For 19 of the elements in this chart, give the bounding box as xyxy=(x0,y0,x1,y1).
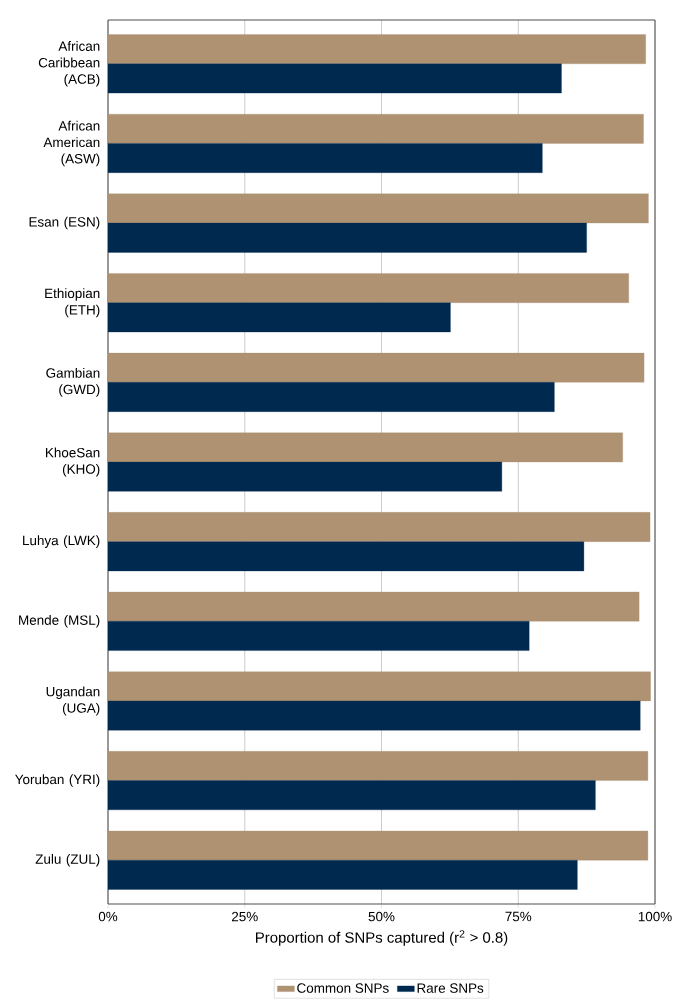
y-tick-label: Luhya (LWK) xyxy=(23,535,100,548)
x-axis-title: Proportion of SNPs captured (r$^{2}$ > 0.8) xyxy=(256,930,508,946)
y-tick-label: Yoruban (YRI) xyxy=(15,774,100,787)
y-tick-label: Mende (MSL) xyxy=(19,615,100,628)
y-tick-label: African American (ASW) xyxy=(43,120,100,167)
x-tick-label: 100% xyxy=(638,911,672,922)
y-tick-label: Zulu (ZUL) xyxy=(35,853,100,867)
y-tick-label: Esan (ESN) xyxy=(29,216,100,230)
y-tick-label: KhoeSan (KHO) xyxy=(45,447,100,477)
x-tick-label: 0% xyxy=(98,911,118,922)
y-tick-label: Ethiopian (ETH) xyxy=(45,288,100,318)
x-tick-label: 50% xyxy=(368,911,395,922)
y-tick-label: African Caribbean (ACB) xyxy=(38,41,100,87)
y-tick-label: Ugandan (UGA) xyxy=(46,686,100,716)
legend-label: Rare SNPs xyxy=(417,983,484,993)
legend-label: Common SNPs xyxy=(297,983,389,993)
y-tick-label: Gambian (GWD) xyxy=(46,367,100,397)
x-tick-label: 25% xyxy=(231,911,258,922)
x-tick-label: 75% xyxy=(505,911,532,922)
